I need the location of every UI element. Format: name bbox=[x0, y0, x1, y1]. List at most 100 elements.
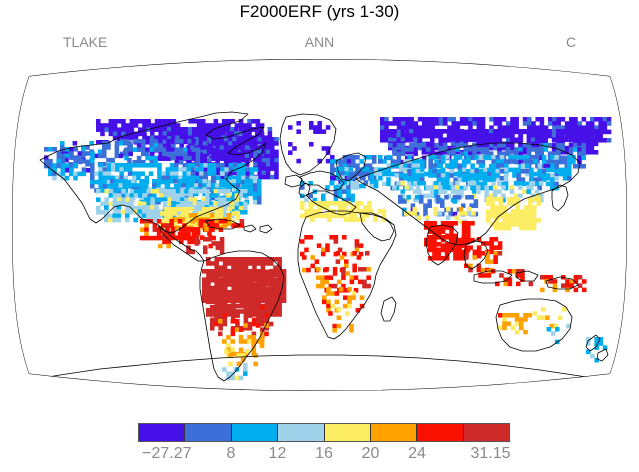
data-cell bbox=[90, 171, 95, 176]
data-cell bbox=[524, 169, 530, 174]
data-cell bbox=[265, 174, 271, 180]
data-cell bbox=[434, 189, 439, 194]
data-cell bbox=[69, 151, 74, 156]
data-cell bbox=[428, 159, 433, 164]
colorbar-cell-6[interactable] bbox=[417, 424, 464, 441]
data-cell bbox=[265, 162, 271, 167]
data-cell bbox=[434, 151, 439, 156]
data-cell bbox=[170, 147, 175, 152]
data-cell bbox=[321, 129, 327, 134]
colorbar-cell-7[interactable] bbox=[463, 424, 509, 441]
data-cell bbox=[593, 150, 599, 155]
data-cell bbox=[236, 145, 241, 150]
data-cell bbox=[125, 217, 130, 223]
data-cell bbox=[342, 205, 347, 210]
data-cell bbox=[443, 117, 448, 122]
data-cell bbox=[235, 295, 240, 300]
colorbar-cell-5[interactable] bbox=[370, 424, 418, 441]
data-cell bbox=[484, 193, 489, 199]
data-cell bbox=[218, 281, 224, 287]
data-cell bbox=[494, 213, 499, 218]
data-cell bbox=[432, 243, 437, 248]
data-cell bbox=[581, 137, 586, 142]
data-cell bbox=[216, 163, 221, 168]
data-cell bbox=[348, 167, 354, 172]
colorbar-cell-4[interactable] bbox=[324, 424, 371, 441]
data-cell bbox=[518, 143, 523, 148]
world-map-panel bbox=[0, 55, 639, 395]
data-cell bbox=[188, 197, 193, 202]
data-cell bbox=[165, 167, 171, 172]
colorbar-cell-1[interactable] bbox=[185, 424, 232, 441]
colorbar-tick-12: 12 bbox=[268, 445, 287, 462]
data-cell bbox=[141, 147, 146, 152]
data-cell bbox=[116, 205, 122, 210]
data-cell bbox=[209, 123, 214, 128]
data-cell bbox=[535, 164, 540, 169]
data-cell bbox=[354, 239, 360, 244]
data-cell bbox=[502, 317, 507, 322]
data-cell bbox=[571, 159, 576, 164]
world-map-svg bbox=[12, 59, 627, 391]
data-cell bbox=[214, 299, 219, 305]
data-cell bbox=[248, 299, 253, 305]
data-cell bbox=[451, 117, 456, 122]
data-cell bbox=[519, 217, 524, 222]
data-cell bbox=[210, 291, 215, 296]
data-cell bbox=[476, 245, 482, 250]
data-cell bbox=[181, 219, 186, 225]
data-cell bbox=[226, 123, 231, 128]
data-cell bbox=[213, 127, 218, 132]
data-cell bbox=[269, 273, 274, 278]
data-cell bbox=[252, 291, 257, 296]
data-cell bbox=[550, 163, 555, 168]
data-cell bbox=[372, 155, 377, 160]
data-cell bbox=[179, 131, 184, 136]
data-cell bbox=[310, 217, 315, 222]
colorbar[interactable] bbox=[138, 423, 510, 442]
data-cell bbox=[56, 163, 61, 168]
data-cell bbox=[506, 217, 512, 222]
data-cell bbox=[156, 183, 161, 188]
data-cell bbox=[174, 139, 180, 144]
data-cell bbox=[172, 211, 178, 216]
data-cell bbox=[239, 265, 245, 270]
data-cell bbox=[562, 167, 568, 173]
data-cell bbox=[594, 345, 599, 350]
data-cell bbox=[269, 281, 274, 287]
data-cell bbox=[60, 147, 66, 152]
data-cell bbox=[188, 213, 194, 218]
data-cell bbox=[539, 181, 544, 186]
data-cell bbox=[381, 217, 387, 222]
data-cell bbox=[436, 173, 442, 178]
data-cell bbox=[451, 133, 456, 138]
colorbar-cell-3[interactable] bbox=[278, 424, 325, 441]
data-cell bbox=[231, 277, 236, 282]
data-cell bbox=[202, 290, 207, 295]
data-cell bbox=[175, 123, 181, 128]
data-cell bbox=[277, 291, 282, 296]
data-cell bbox=[202, 281, 207, 287]
data-cell bbox=[306, 209, 311, 214]
data-cell bbox=[567, 171, 572, 177]
data-cell bbox=[257, 166, 262, 171]
colorbar-cell-2[interactable] bbox=[231, 424, 279, 441]
data-cell bbox=[198, 158, 204, 163]
data-cell bbox=[108, 189, 114, 194]
data-cell bbox=[182, 167, 187, 172]
data-cell bbox=[249, 175, 255, 181]
data-cell bbox=[146, 119, 151, 124]
data-cell bbox=[202, 137, 208, 142]
data-cell bbox=[243, 189, 248, 194]
data-cell bbox=[156, 200, 161, 205]
colorbar-cell-0[interactable] bbox=[139, 424, 186, 441]
data-cell bbox=[230, 339, 235, 344]
data-cell bbox=[156, 231, 162, 237]
data-cell bbox=[138, 193, 143, 198]
data-cell bbox=[522, 143, 528, 148]
data-cell bbox=[461, 173, 467, 178]
data-cell bbox=[569, 125, 574, 130]
data-cell bbox=[585, 121, 591, 126]
data-cell bbox=[472, 255, 477, 260]
data-cell bbox=[214, 257, 219, 262]
